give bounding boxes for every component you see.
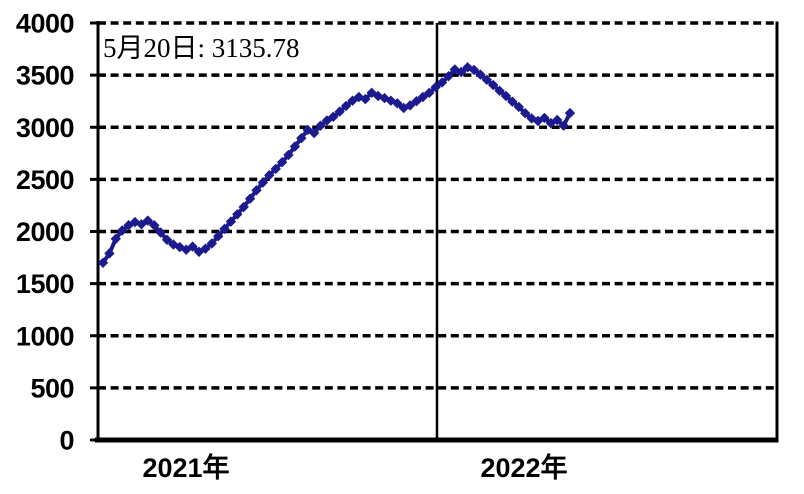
y-tick-label: 2500 bbox=[16, 165, 74, 195]
series-line bbox=[101, 65, 572, 265]
y-tick-label: 2000 bbox=[16, 217, 74, 247]
latest-value-annotation: 5月20日: 3135.78 bbox=[103, 33, 300, 63]
x-axis-label-2021: 2021年 bbox=[142, 453, 230, 483]
y-tick-label: 4000 bbox=[16, 9, 74, 39]
y-tick-label: 3500 bbox=[16, 61, 74, 91]
y-tick-label: 0 bbox=[59, 426, 74, 456]
y-tick-label: 3000 bbox=[16, 113, 74, 143]
y-tick-label: 1000 bbox=[16, 321, 74, 351]
y-tick-label: 500 bbox=[30, 373, 74, 403]
y-tick-label: 1500 bbox=[16, 269, 74, 299]
x-axis-label-2022: 2022年 bbox=[480, 453, 568, 483]
